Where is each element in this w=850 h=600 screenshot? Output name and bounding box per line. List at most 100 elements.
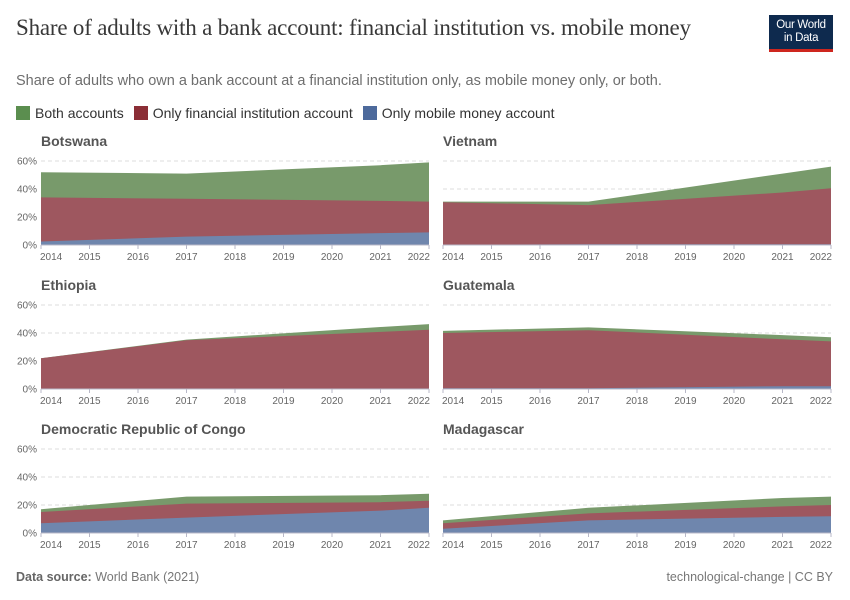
y-tick-label: 20% (17, 357, 37, 368)
area-chart[interactable]: 0% 20% 40% 60% 2014 2015 2016 2017 2018 2019 2020 2… (16, 277, 436, 417)
legend-label-financial: Only financial institution account (152, 105, 353, 121)
area-chart[interactable]: 2014 2015 2016 2017 2018 2019 2020 2021 2022 (418, 421, 838, 561)
panel-title: Ethiopia (41, 277, 97, 293)
legend-item-both[interactable]: Both accounts (16, 105, 124, 121)
x-tick-label: 2018 (224, 396, 247, 407)
x-tick-label: 2020 (723, 540, 746, 551)
panel-title: Botswana (41, 133, 108, 149)
x-tick-label: 2014 (442, 396, 465, 407)
y-tick-label: 20% (17, 501, 37, 512)
x-tick-label: 2014 (40, 396, 63, 407)
x-tick-label: 2016 (127, 540, 150, 551)
y-tick-label: 60% (17, 157, 37, 168)
y-tick-label: 60% (17, 301, 37, 312)
x-tick-label: 2018 (626, 540, 649, 551)
x-tick-label: 2022 (810, 540, 833, 551)
panel-title: Guatemala (443, 277, 515, 293)
y-tick-label: 0% (23, 385, 38, 396)
x-tick-label: 2015 (78, 252, 101, 263)
x-tick-label: 2022 (810, 396, 833, 407)
data-source-value[interactable]: World Bank (2021) (95, 570, 200, 584)
panel-vietnam: Vietnam 2014 2015 2016 2017 2018 2019 2020 2021 2… (418, 133, 832, 273)
x-tick-label: 2018 (626, 396, 649, 407)
area-chart[interactable]: 0% 20% 40% 60% 2014 2015 2016 2017 2018 2019 2020 2… (16, 421, 436, 561)
legend-swatch-mobile (362, 106, 377, 120)
y-tick-label: 0% (23, 241, 38, 252)
x-tick-label: 2014 (40, 252, 63, 263)
x-tick-label: 2018 (626, 252, 649, 263)
area-only-financial[interactable] (41, 329, 429, 389)
x-tick-label: 2022 (408, 540, 431, 551)
x-tick-label: 2017 (577, 252, 600, 263)
x-tick-label: 2017 (175, 396, 198, 407)
y-tick-label: 20% (17, 213, 37, 224)
chart-title: Share of adults with a bank account: fin… (16, 15, 691, 40)
x-tick-label: 2019 (674, 540, 697, 551)
legend-swatch-financial (133, 106, 148, 120)
legend-item-mobile[interactable]: Only mobile money account (362, 105, 555, 121)
area-only-financial[interactable] (443, 188, 831, 245)
x-tick-label: 2019 (272, 396, 295, 407)
x-tick-label: 2015 (480, 540, 503, 551)
x-tick-label: 2015 (480, 396, 503, 407)
x-tick-label: 2017 (175, 540, 198, 551)
logo-line-1: Our World (776, 19, 826, 31)
x-tick-label: 2021 (369, 396, 392, 407)
y-tick-label: 40% (17, 329, 37, 340)
y-tick-label: 0% (23, 529, 38, 540)
y-tick-label: 40% (17, 473, 37, 484)
legend-label-mobile: Only mobile money account (381, 105, 555, 121)
y-tick-label: 40% (17, 185, 37, 196)
x-tick-label: 2021 (369, 252, 392, 263)
x-tick-label: 2018 (224, 252, 247, 263)
x-tick-label: 2016 (127, 252, 150, 263)
logo-line-2: in Data (783, 32, 819, 44)
legend-item-financial[interactable]: Only financial institution account (133, 105, 353, 121)
x-tick-label: 2021 (771, 540, 794, 551)
x-tick-label: 2022 (810, 252, 833, 263)
chart-subtitle: Share of adults who own a bank account a… (16, 73, 662, 89)
x-tick-label: 2019 (674, 396, 697, 407)
area-only-mobile[interactable] (41, 507, 429, 533)
x-tick-label: 2015 (480, 252, 503, 263)
area-chart[interactable]: 2014 2015 2016 2017 2018 2019 2020 2021 2022 (418, 277, 838, 417)
x-tick-label: 2016 (529, 540, 552, 551)
legend-swatch-both (16, 106, 30, 120)
area-only-mobile[interactable] (41, 232, 429, 245)
panel-title: Vietnam (443, 133, 498, 149)
x-tick-label: 2019 (272, 252, 295, 263)
x-tick-label: 2016 (127, 396, 150, 407)
x-tick-label: 2015 (78, 396, 101, 407)
area-chart[interactable]: 2014 2015 2016 2017 2018 2019 2020 2021 2022 (418, 133, 838, 273)
x-tick-label: 2014 (442, 252, 465, 263)
panel-democratic-republic-of-congo: Democratic Republic of Congo 0% 20% 40% 60% 2… (16, 421, 430, 561)
x-tick-label: 2019 (674, 252, 697, 263)
license-text[interactable]: technological-change | CC BY (666, 570, 833, 584)
x-tick-label: 2015 (78, 540, 101, 551)
x-tick-label: 2017 (577, 540, 600, 551)
x-tick-label: 2020 (321, 540, 344, 551)
area-only-financial[interactable] (41, 197, 429, 245)
area-only-financial[interactable] (443, 330, 831, 389)
data-source: Data source: World Bank (2021) (16, 570, 199, 584)
x-tick-label: 2019 (272, 540, 295, 551)
x-tick-label: 2021 (369, 540, 392, 551)
panel-guatemala: Guatemala 2014 2015 2016 2017 2018 2019 2020 202… (418, 277, 832, 417)
panel-title: Democratic Republic of Congo (41, 421, 246, 437)
x-tick-label: 2016 (529, 396, 552, 407)
area-only-mobile[interactable] (443, 516, 831, 533)
x-tick-label: 2016 (529, 252, 552, 263)
x-tick-label: 2018 (224, 540, 247, 551)
x-tick-label: 2014 (442, 540, 465, 551)
legend: Both accounts Only financial institution… (16, 105, 565, 121)
x-tick-label: 2021 (771, 252, 794, 263)
x-tick-label: 2022 (408, 396, 431, 407)
x-tick-label: 2020 (321, 396, 344, 407)
owid-logo[interactable]: Our World in Data (769, 15, 833, 52)
x-tick-label: 2017 (175, 252, 198, 263)
x-tick-label: 2020 (723, 252, 746, 263)
area-chart[interactable]: 0% 20% 40% 60% 2014 2015 2016 2017 2018 2019 2020 2… (16, 133, 436, 273)
data-source-label: Data source: (16, 570, 92, 584)
x-tick-label: 2014 (40, 540, 63, 551)
x-tick-label: 2022 (408, 252, 431, 263)
